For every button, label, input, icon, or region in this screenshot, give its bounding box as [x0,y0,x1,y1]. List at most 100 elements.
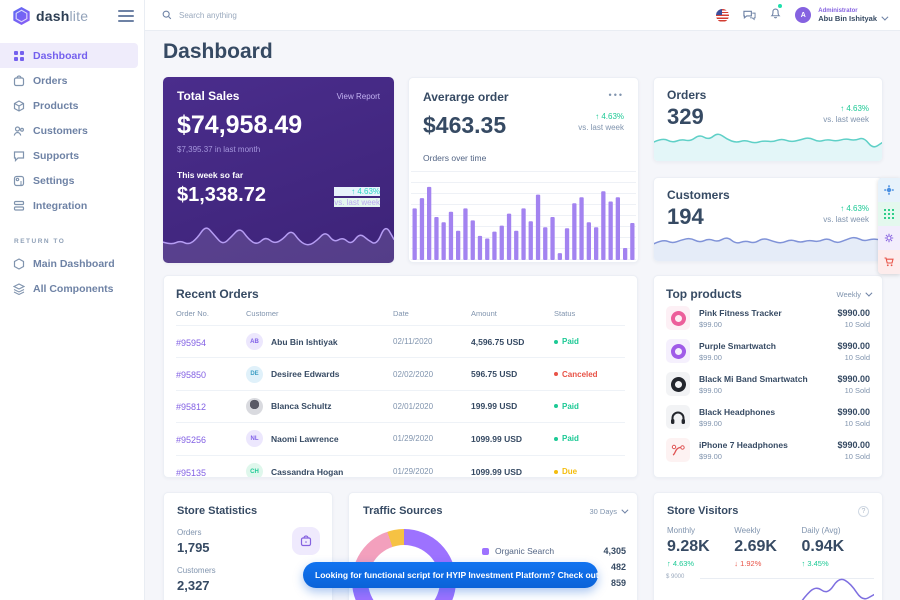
y-axis-label: $ 9000 [666,574,685,580]
search-input[interactable] [179,10,379,20]
store-statistics-card: Store Statistics Orders 1,795 Customers … [163,492,333,600]
sidebar-item-dashboard[interactable]: Dashboard [0,43,138,68]
product-image [666,438,690,462]
user-name: Abu Bin Ishityak [818,13,877,23]
total-sales-amount: $74,958.49 [177,111,303,139]
traffic-sources-title: Traffic Sources [363,505,443,517]
product-item[interactable]: Black Headphones $99.00 $990.00 10 Sold [666,401,870,433]
help-icon[interactable]: ? [858,505,869,517]
total-sales-delta-note: vs. last week [334,198,380,207]
table-row: #95256 NL Naomi Lawrence 01/29/2020 1099.… [176,423,625,456]
average-order-card: Averarge order ••• $463.35 ↑ 4.63% vs. l… [408,77,639,263]
average-order-amount: $463.35 [423,112,507,138]
weekly-filter-dropdown[interactable]: Weekly [837,289,873,299]
customers-delta-note: vs. last week [823,215,869,224]
days-filter-dropdown[interactable]: 30 Days [589,506,629,516]
sidebar-item-settings[interactable]: Settings [0,168,138,193]
menu-toggle-icon[interactable] [118,7,134,25]
product-item[interactable]: iPhone 7 Headphones $99.00 $990.00 10 Sold [666,434,870,466]
top-products-title: Top products [666,287,742,301]
customers-value: 194 [667,204,704,229]
status-badge: Due [554,467,625,476]
total-sales-title: Total Sales [177,89,240,103]
toast-close-button[interactable]: ✕ [613,567,621,583]
brand-logo[interactable]: dashlite [36,7,89,24]
search-icon [162,10,172,20]
card-menu-icon[interactable]: ••• [608,90,624,100]
layers-rows-icon [13,200,25,211]
arrow-right-icon: → [603,569,614,581]
messages-icon[interactable] [743,9,756,21]
sidebar: dashlite Dashboard Orders Products Custo… [0,0,145,600]
week-amount: $1,338.72 [177,184,266,206]
order-id-link[interactable]: #95135 [176,467,207,478]
recent-orders-card: Recent Orders Order No. Customer Date Am… [163,275,638,478]
avatar: DE [246,365,263,383]
order-id-link[interactable]: #95256 [176,434,207,445]
bag-icon [13,74,25,86]
product-item[interactable]: Pink Fitness Tracker $99.00 $990.00 10 Sol… [666,302,870,334]
settings-icon [13,175,25,186]
chat-icon [13,150,25,162]
sidebar-item-main-dashboard[interactable]: Main Dashboard [0,251,138,276]
demo-settings-panel [878,178,900,274]
user-menu[interactable]: A Administrator Abu Bin Ishityak [795,7,889,23]
sidebar-item-products[interactable]: Products [0,93,138,118]
avatar-photo [246,397,263,415]
orders-value: 329 [667,104,704,129]
store-visitors-card: Store Visitors ? Monthly 9.28K ↑ 4.63% W… [653,492,883,600]
avatar: CH [246,463,263,477]
top-products-card: Top products Weekly Pink Fitness Tracker… [653,275,883,478]
average-order-title: Averarge order [423,90,509,104]
product-item[interactable]: Black Mi Band Smartwatch $99.00 $990.00 10… [666,368,870,400]
average-order-delta: ↑ 4.63% [595,112,624,121]
total-sales-sparkline [163,205,394,263]
hexagon-icon [13,257,25,270]
recent-orders-title: Recent Orders [176,287,259,301]
notifications-bell-icon[interactable] [770,4,783,24]
customers-sparkline [654,223,882,261]
product-image [666,372,690,396]
customers-delta: ↑ 4.63% [840,204,869,213]
notification-dot [778,4,783,8]
product-item[interactable]: Purple Smartwatch $99.00 $990.00 10 Sold [666,335,870,367]
sidebar-item-customers[interactable]: Customers [0,118,138,143]
package-icon [13,99,25,112]
order-id-link[interactable]: #95850 [176,370,207,381]
orders-over-time-bar-chart [411,171,636,260]
table-header: Order No. Customer Date Amount Status [176,309,625,326]
sidebar-item-all-components[interactable]: All Components [0,276,138,301]
order-id-link[interactable]: #95812 [176,402,207,413]
customers-card: Customers 194 ↑ 4.63% vs. last week [653,177,883,262]
view-report-link[interactable]: View Report [336,91,380,101]
theme-button[interactable] [878,178,900,202]
cart-button[interactable] [878,250,900,274]
orders-sparkline [654,123,882,161]
sidebar-item-orders[interactable]: Orders [0,68,138,93]
average-order-delta-note: vs. last week [578,123,624,132]
dashboard-icon [14,50,24,61]
avatar: AB [246,333,263,351]
earbuds-image [671,444,685,456]
customers-title: Customers [667,188,730,202]
status-badge: Paid [554,434,625,443]
promo-toast[interactable]: Looking for functional script for HYIP I… [303,562,621,588]
store-visitors-title: Store Visitors [667,505,739,517]
language-flag-icon[interactable] [716,8,730,22]
status-badge: Canceled [554,370,625,379]
total-sales-last-month: $7,395.37 in last month [177,145,261,154]
settings-gear-button[interactable] [878,226,900,250]
user-role: Administrator [818,7,858,14]
product-image [666,306,690,330]
order-id-link[interactable]: #95954 [176,337,207,348]
avatar: NL [246,430,263,448]
week-so-far-label: This week so far [177,170,244,180]
sidebar-section-label: RETURN TO [14,238,66,245]
topbar: A Administrator Abu Bin Ishityak [145,0,900,31]
sidebar-item-supports[interactable]: Supports [0,143,138,168]
layout-grid-button[interactable] [878,202,900,226]
sidebar-item-integration[interactable]: Integration [0,193,138,218]
layers-icon [13,282,25,295]
table-row: #95850 DE Desiree Edwards 02/02/2020 596.… [176,358,625,391]
